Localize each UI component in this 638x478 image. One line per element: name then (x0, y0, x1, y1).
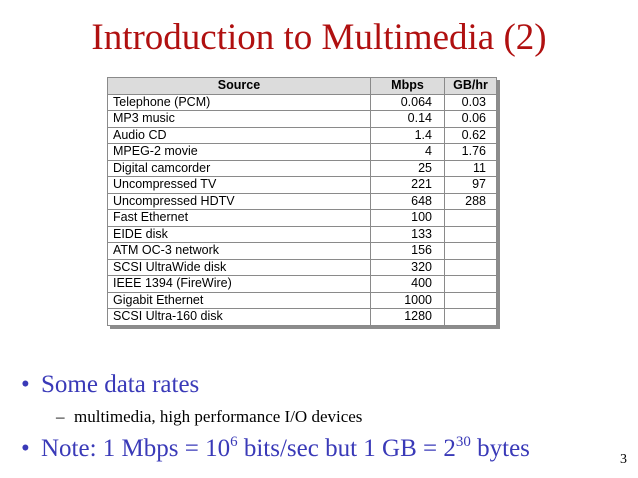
header-gbhr: GB/hr (444, 77, 497, 95)
table-body: Telephone (PCM) 0.064 0.03 MP3 music 0.14 0.0… (107, 93, 497, 326)
bullet-text: Some data rates (41, 371, 200, 398)
table-row: SCSI UltraWide disk 320 (107, 258, 497, 276)
note-prefix: Note: 1 Mbps = 10 (41, 435, 231, 462)
cell-source: Digital camcorder (107, 159, 371, 177)
bullet-dot: • (21, 435, 30, 462)
cell-mbps: 320 (370, 258, 445, 276)
cell-source: SCSI Ultra-160 disk (107, 308, 371, 326)
cell-mbps: 1280 (370, 308, 445, 326)
note-middle: bits/sec but 1 GB = 2 (237, 435, 456, 462)
cell-gbhr: 1.76 (444, 143, 497, 161)
sub-bullet-dash: – (56, 407, 65, 426)
cell-source: IEEE 1394 (FireWire) (107, 275, 371, 293)
sub-bullet: – multimedia, high performance I/O device… (56, 406, 362, 428)
bullet-note: • Note: 1 Mbps = 106 bits/sec but 1 GB = … (21, 432, 530, 466)
bullet-some-data-rates: • Some data rates (21, 370, 199, 400)
table-row: SCSI Ultra-160 disk 1280 (107, 308, 497, 326)
table-row: MP3 music 0.14 0.06 (107, 110, 497, 128)
data-rates-table: Source Mbps GB/hr Telephone (PCM) 0.064 0.… (107, 77, 497, 326)
cell-gbhr: 0.03 (444, 93, 497, 111)
cell-mbps: 25 (370, 159, 445, 177)
cell-gbhr: 97 (444, 176, 497, 194)
cell-mbps: 100 (370, 209, 445, 227)
cell-gbhr (444, 308, 497, 326)
cell-gbhr: 288 (444, 192, 497, 210)
cell-source: Uncompressed TV (107, 176, 371, 194)
table-row: EIDE disk 133 (107, 225, 497, 243)
page-number: 3 (620, 452, 627, 467)
table-row: Digital camcorder 25 11 (107, 159, 497, 177)
table-row: Uncompressed TV 221 97 (107, 176, 497, 194)
note-exponent-6: 6 (230, 434, 238, 450)
table-row: MPEG-2 movie 4 1.76 (107, 143, 497, 161)
table-row: Gigabit Ethernet 1000 (107, 291, 497, 309)
bullet-dot: • (21, 371, 30, 398)
header-mbps: Mbps (370, 77, 445, 95)
note-suffix: bytes (470, 435, 530, 462)
sub-bullet-text: multimedia, high performance I/O devices (74, 407, 363, 426)
slide-title: Introduction to Multimedia (2) (91, 17, 547, 58)
cell-mbps: 133 (370, 225, 445, 243)
table-row: IEEE 1394 (FireWire) 400 (107, 275, 497, 293)
table-header-row: Source Mbps GB/hr (107, 77, 497, 95)
cell-source: MPEG-2 movie (107, 143, 371, 161)
cell-mbps: 1000 (370, 291, 445, 309)
note-exponent-30: 30 (455, 434, 471, 450)
table-row: Audio CD 1.4 0.62 (107, 126, 497, 144)
cell-source: SCSI UltraWide disk (107, 258, 371, 276)
cell-source: Telephone (PCM) (107, 93, 371, 111)
